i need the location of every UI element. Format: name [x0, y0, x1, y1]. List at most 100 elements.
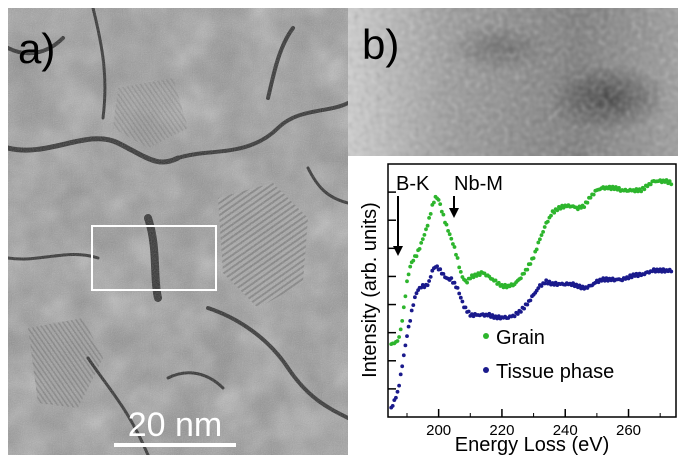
data-point-grain	[417, 247, 422, 251]
data-point-grain	[549, 213, 553, 218]
x-tick-label: 220	[489, 422, 514, 439]
eels-spectrum-chart: 200 220 240 260 B-K Nb-M Grain Tissue phase…	[348, 156, 684, 461]
data-point-grain	[397, 335, 401, 339]
annotation-nb-m: Nb-M	[454, 173, 503, 195]
annotation-b-k: B-K	[396, 173, 430, 195]
data-point-tissue-phase	[390, 404, 395, 408]
data-point-grain	[664, 178, 669, 182]
data-point-tissue-phase	[490, 313, 495, 317]
data-point-grain	[452, 245, 457, 249]
data-point-tissue-phase	[398, 372, 403, 377]
data-point-tissue-phase	[522, 306, 526, 311]
data-point-tissue-phase	[455, 286, 460, 290]
data-point-grain	[536, 240, 541, 245]
data-point-grain	[441, 212, 446, 217]
data-point-grain	[534, 247, 539, 252]
tem-micrograph-image: 20 nm	[5, 6, 350, 457]
legend-grain-marker	[483, 333, 489, 339]
eels-map: b)	[348, 8, 678, 156]
data-point-grain	[424, 227, 428, 232]
data-point-grain	[449, 236, 454, 241]
data-point-tissue-phase	[626, 276, 631, 281]
data-point-grain	[428, 212, 433, 216]
data-point-grain	[458, 270, 463, 274]
x-axis-label: Energy Loss (eV)	[455, 434, 610, 456]
data-point-grain	[414, 254, 419, 259]
data-point-tissue-phase	[425, 283, 430, 288]
data-point-grain	[465, 280, 469, 285]
data-point-grain	[588, 195, 593, 200]
data-point-tissue-phase	[669, 269, 674, 274]
data-point-tissue-phase	[460, 299, 465, 304]
data-point-grain	[401, 305, 406, 310]
data-point-tissue-phase	[629, 275, 634, 280]
data-point-tissue-phase	[397, 383, 401, 388]
arrow-b-k-head	[393, 246, 403, 256]
data-point-tissue-phase	[441, 272, 446, 276]
data-point-tissue-phase	[413, 295, 417, 300]
data-point-tissue-phase	[544, 278, 549, 283]
legend-grain-label: Grain	[496, 327, 545, 349]
data-point-grain	[531, 256, 536, 260]
data-point-grain	[539, 233, 544, 237]
panel-a-label: a)	[18, 25, 56, 72]
data-point-grain	[447, 232, 452, 237]
data-point-tissue-phase	[466, 309, 471, 314]
data-point-grain	[403, 294, 408, 299]
data-point-grain	[545, 219, 550, 224]
data-point-tissue-phase	[512, 314, 517, 319]
data-point-grain	[411, 258, 416, 263]
data-point-grain	[519, 276, 523, 281]
data-point-grain	[525, 267, 530, 272]
data-point-grain	[432, 200, 436, 205]
data-point-tissue-phase	[519, 310, 523, 314]
data-point-tissue-phase	[403, 343, 408, 348]
data-point-grain	[444, 222, 449, 227]
data-point-grain	[446, 229, 450, 233]
data-point-grain	[538, 237, 542, 242]
data-point-grain	[552, 210, 557, 215]
data-point-tissue-phase	[405, 334, 409, 338]
data-point-grain	[642, 187, 647, 192]
data-point-grain	[405, 279, 409, 284]
data-point-tissue-phase	[571, 281, 575, 286]
data-point-grain	[422, 233, 427, 237]
data-point-grain	[457, 265, 462, 270]
data-point-grain	[639, 189, 644, 194]
data-point-tissue-phase	[408, 319, 413, 323]
data-point-grain	[496, 280, 501, 285]
eels-map-image	[348, 8, 678, 156]
data-point-tissue-phase	[435, 264, 439, 269]
data-point-grain	[419, 241, 424, 245]
data-point-grain	[648, 182, 653, 187]
data-point-tissue-phase	[528, 298, 533, 303]
data-point-grain	[471, 275, 476, 280]
data-point-grain	[558, 206, 563, 211]
series-grain	[389, 178, 674, 346]
data-point-grain	[528, 262, 533, 266]
arrow-nb-m-head	[449, 208, 459, 218]
data-point-grain	[582, 205, 587, 209]
data-point-grain	[400, 319, 405, 323]
data-point-tissue-phase	[406, 324, 411, 329]
data-point-tissue-phase	[536, 286, 541, 290]
scale-bar-label: 20 nm	[128, 406, 223, 444]
data-point-tissue-phase	[574, 282, 579, 287]
data-point-grain	[427, 216, 431, 220]
data-point-grain	[420, 237, 425, 241]
data-point-tissue-phase	[395, 389, 400, 394]
series-tissue-phase	[389, 264, 674, 410]
data-point-grain	[454, 252, 458, 257]
data-point-grain	[522, 271, 526, 276]
data-point-grain	[468, 276, 473, 281]
eels-spectrum-svg: 200 220 240 260 B-K Nb-M Grain Tissue phase…	[348, 156, 684, 461]
data-point-grain	[406, 272, 411, 277]
data-point-grain	[667, 179, 672, 183]
data-point-grain	[438, 202, 443, 206]
data-point-tissue-phase	[409, 308, 414, 313]
data-point-grain	[493, 278, 498, 283]
data-point-grain	[439, 209, 444, 214]
data-point-tissue-phase	[542, 281, 547, 286]
data-point-tissue-phase	[539, 284, 544, 288]
data-point-tissue-phase	[427, 279, 431, 283]
